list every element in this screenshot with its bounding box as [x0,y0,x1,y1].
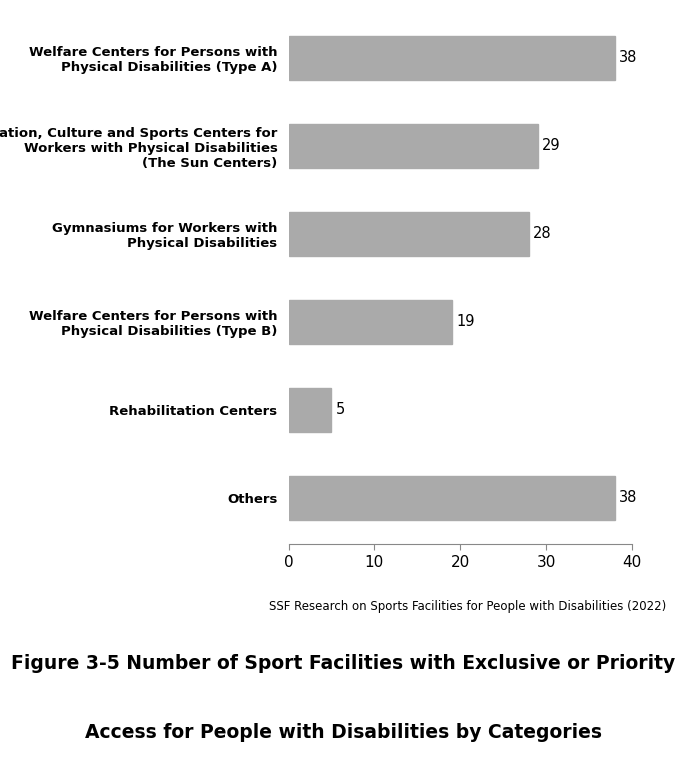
Bar [289,300,452,344]
Bar [289,36,615,80]
Text: 38: 38 [619,490,638,505]
Text: 29: 29 [542,139,561,153]
Text: Figure 3-5 Number of Sport Facilities with Exclusive or Priority: Figure 3-5 Number of Sport Facilities wi… [12,654,675,673]
Bar [289,476,615,520]
Bar [289,388,331,431]
Bar [289,124,537,167]
Bar [289,212,529,256]
Text: SSF Research on Sports Facilities for People with Disabilities (2022): SSF Research on Sports Facilities for Pe… [269,600,666,613]
Text: Access for People with Disabilities by Categories: Access for People with Disabilities by C… [85,723,602,742]
Text: 28: 28 [533,226,552,241]
Text: 19: 19 [456,314,475,330]
Text: 5: 5 [336,403,345,417]
Text: 38: 38 [619,50,638,65]
